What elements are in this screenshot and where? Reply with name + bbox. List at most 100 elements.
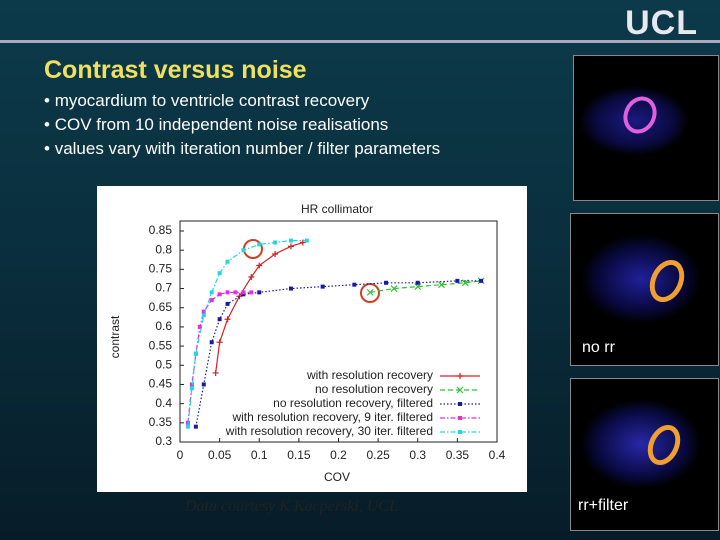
data-point xyxy=(288,286,293,291)
data-point xyxy=(249,290,254,295)
legend-label: no resolution recovery, filtered xyxy=(273,396,433,410)
data-point xyxy=(189,386,194,391)
data-point xyxy=(241,290,246,295)
bullet: values vary with iteration number / filt… xyxy=(44,137,441,161)
data-point xyxy=(438,281,445,289)
y-tick-label: 0.4 xyxy=(155,396,172,410)
data-point xyxy=(257,290,262,295)
x-tick-label: 0.4 xyxy=(489,448,506,462)
data-point xyxy=(304,238,309,243)
y-tick-label: 0.5 xyxy=(155,357,172,371)
x-tick-label: 0.35 xyxy=(446,448,470,462)
bullet: COV from 10 independent noise realisatio… xyxy=(44,113,440,137)
legend-marker xyxy=(458,430,462,434)
data-point xyxy=(479,278,484,283)
data-point xyxy=(241,248,246,253)
data-point xyxy=(415,280,420,285)
heart-blob xyxy=(641,419,687,471)
data-point xyxy=(225,290,230,295)
heart-blob xyxy=(617,91,663,139)
data-point xyxy=(209,340,214,345)
y-tick-label: 0.65 xyxy=(149,300,173,314)
scan-image xyxy=(570,378,719,531)
y-tick-label: 0.6 xyxy=(155,319,172,333)
legend-marker xyxy=(457,373,463,379)
y-tick-label: 0.45 xyxy=(149,377,173,391)
chart-title: HR collimator xyxy=(301,202,373,216)
x-tick-label: 0 xyxy=(177,448,184,462)
x-axis-label: COV xyxy=(324,470,350,484)
data-point xyxy=(224,316,231,323)
slide-title: Contrast versus noise xyxy=(44,56,307,84)
data-point xyxy=(461,279,469,287)
data-point xyxy=(320,284,325,289)
y-tick-label: 0.8 xyxy=(155,242,172,256)
data-point xyxy=(201,313,206,318)
data-point xyxy=(193,424,198,429)
data-point xyxy=(217,271,222,276)
data-point xyxy=(233,290,238,295)
data-point xyxy=(287,243,294,250)
x-tick-label: 0.3 xyxy=(409,448,426,462)
data-point xyxy=(209,290,214,295)
bullet: myocardium to ventricle contrast recover… xyxy=(44,89,440,113)
x-tick-label: 0.05 xyxy=(208,448,232,462)
data-point xyxy=(201,309,206,314)
data-point xyxy=(455,278,460,283)
data-point xyxy=(256,262,263,269)
top-rule xyxy=(0,40,720,43)
data-point xyxy=(257,242,262,247)
data-point xyxy=(201,382,206,387)
data-point xyxy=(217,317,222,322)
y-tick-label: 0.85 xyxy=(149,223,173,237)
x-tick-label: 0.1 xyxy=(251,448,268,462)
y-tick-label: 0.55 xyxy=(149,338,173,352)
data-point xyxy=(212,369,219,376)
y-tick-label: 0.3 xyxy=(155,434,172,448)
legend-label: with resolution recovery, 9 iter. filter… xyxy=(231,410,433,424)
data-point xyxy=(390,285,398,292)
y-tick-label: 0.75 xyxy=(149,262,173,276)
data-point xyxy=(225,259,230,264)
data-point xyxy=(216,339,223,346)
series-line xyxy=(187,291,252,423)
data-point xyxy=(352,282,357,287)
data-point xyxy=(217,292,222,297)
legend-marker xyxy=(458,402,462,406)
x-tick-label: 0.15 xyxy=(287,448,311,462)
x-tick-label: 0.2 xyxy=(330,448,347,462)
data-point xyxy=(193,351,198,356)
y-tick-label: 0.35 xyxy=(149,415,173,429)
bullet-list: myocardium to ventricle contrast recover… xyxy=(44,89,441,161)
credit: Data courtesy K Kacperski, UCL xyxy=(185,498,398,515)
y-axis-label: contrast xyxy=(108,315,122,358)
data-point xyxy=(185,424,190,429)
data-point xyxy=(225,301,230,306)
data-point xyxy=(366,288,374,296)
heart-blob xyxy=(643,254,691,308)
image-caption: rr+filter xyxy=(578,497,629,514)
data-point xyxy=(272,251,279,258)
data-point xyxy=(384,280,389,285)
data-point xyxy=(288,238,293,243)
scan-image xyxy=(573,55,719,201)
data-point xyxy=(273,240,278,245)
y-tick-label: 0.7 xyxy=(155,281,172,295)
image-caption: no rr xyxy=(582,339,615,356)
data-point xyxy=(209,298,214,303)
series-line xyxy=(370,280,482,293)
series-line xyxy=(195,280,482,427)
scan-image xyxy=(570,213,719,366)
data-point xyxy=(248,274,255,281)
chart: HR collimator COV contrast 0 0.05 0.1 0.15 0… xyxy=(97,186,527,492)
legend-label: no resolution recovery xyxy=(315,382,433,396)
data-point xyxy=(197,324,202,329)
legend-marker xyxy=(456,386,464,394)
legend-label: with resolution recovery xyxy=(306,368,433,382)
legend-marker xyxy=(458,416,462,420)
logo: UCL xyxy=(625,4,698,42)
series-line xyxy=(187,239,307,427)
x-tick-label: 0.25 xyxy=(366,448,390,462)
legend-label: with resolution recovery, 30 iter. filte… xyxy=(225,424,433,438)
